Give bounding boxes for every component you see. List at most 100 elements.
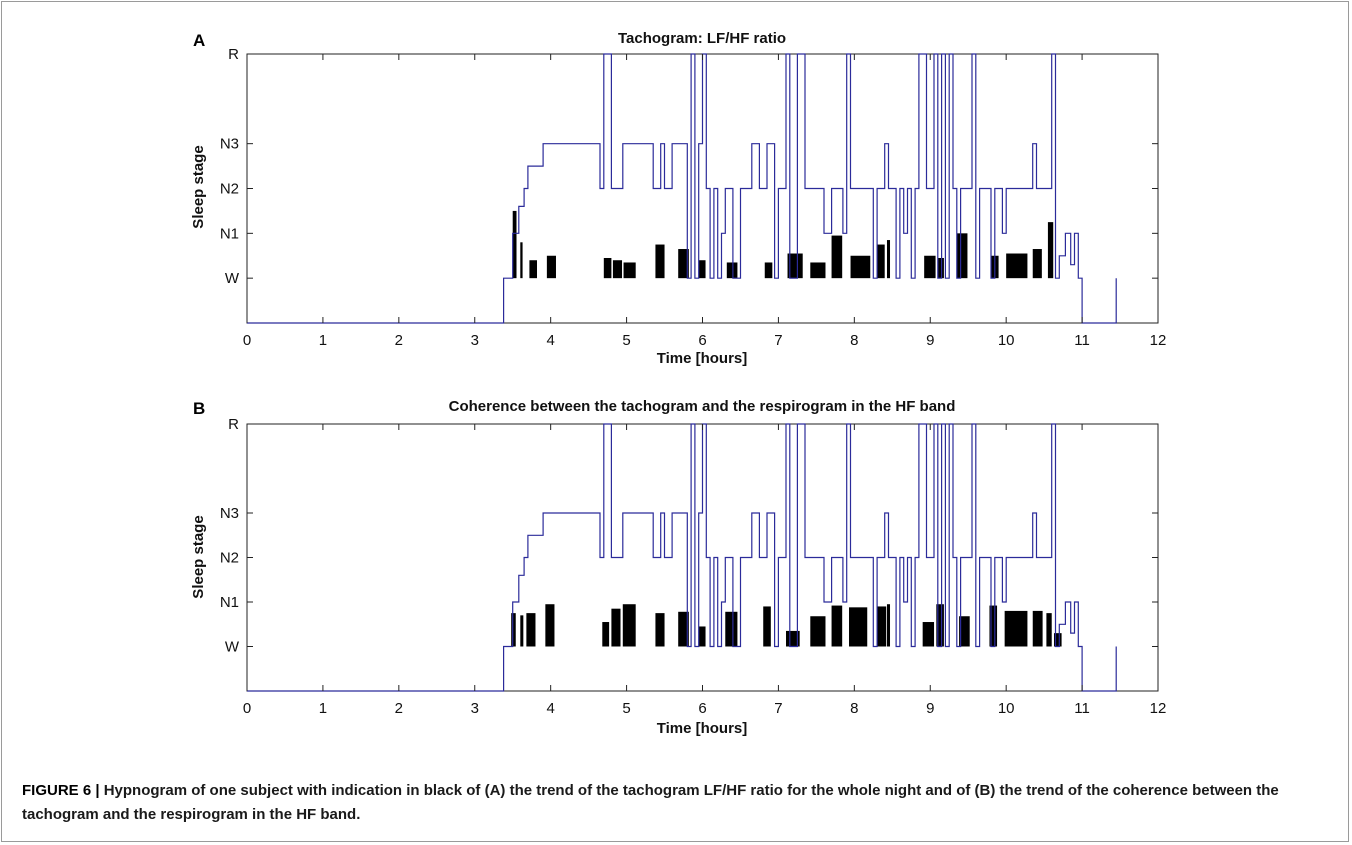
panel-b-bar-25 [1053,633,1062,647]
panel-b-xtick-label-0: 0 [243,700,251,717]
panel-b-bar-2 [526,613,536,647]
panel-a-bar-7 [655,244,665,279]
panel-a-xtick-label-9: 9 [926,332,934,349]
panel-a-bar-19 [937,257,944,279]
panel-b-title: Coherence between the tachogram and the … [449,398,956,415]
panel-b-xtick-label-5: 5 [622,700,630,717]
panel-b-xlabel: Time [hours] [657,720,748,737]
panel-b-bar-5 [611,608,621,647]
panel-a-bar-5 [612,260,623,279]
panel-b-hypnogram-line [247,423,1117,692]
panel-b-xtick-label-4: 4 [546,700,554,717]
panel-a-xtick-label-1: 1 [319,332,327,349]
panel-b-xtick-label-8: 8 [850,700,858,717]
panel-a-bar-10 [726,262,738,279]
panel-a-bar-17 [886,240,891,279]
panel-a-hypnogram-line [247,53,1117,324]
caption-label: FIGURE 6 | [22,782,100,799]
panel-a-bar-13 [810,262,826,279]
panel-a-ytick-label-W: W [225,270,240,287]
panel-a-bar-2 [529,260,538,279]
panel-b-ytick-label-N3: N3 [220,505,239,522]
panel-b-bar-6 [622,604,636,647]
panel-b-bar-17 [886,604,891,647]
panel-a-title: Tachogram: LF/HF ratio [618,30,786,47]
panel-a-bar-11 [764,262,773,279]
panel-b-xtick-label-2: 2 [395,700,403,717]
panel-a-bar-9 [698,260,706,279]
panel-b-bar-0 [511,613,516,647]
figure-caption: FIGURE 6 | Hypnogram of one subject with… [22,779,1322,827]
panel-b-ytick-label-N1: N1 [220,594,239,611]
panel-a-xtick-label-11: 11 [1074,332,1090,349]
panel-b-bar-1 [520,615,524,647]
panel-b-bar-18 [922,622,935,647]
panel-b-xtick-label-1: 1 [319,700,327,717]
panel-b-bar-11 [763,606,771,647]
panel-a-bar-8 [678,249,689,279]
panel-b-bar-8 [678,611,689,647]
panel-b-bar-4 [602,622,610,647]
panel-b-ylabel: Sleep stage [190,515,207,598]
panel-a-bar-0 [512,210,517,279]
panel-a-bar-12 [787,253,803,279]
panel-b-ytick-label-R: R [228,416,239,433]
panel-b-xtick-label-3: 3 [471,700,479,717]
panel-a-xtick-label-7: 7 [774,332,782,349]
panel-b-bar-24 [1046,613,1052,647]
panel-a-xtick-label-3: 3 [471,332,479,349]
panel-a-bar-18 [924,255,936,279]
panel-label-b: B [193,399,205,418]
panel-b-bar-3 [545,604,555,647]
panel-a-ytick-label-N3: N3 [220,136,239,153]
panel-a-bar-22 [1006,253,1028,279]
panel-b: B Coherence between the tachogram and th… [190,398,1166,737]
panel-b-ytick-label-N2: N2 [220,550,239,567]
panel-a: A Tachogram: LF/HF ratio Time [hours] Sl… [190,30,1166,367]
panel-b-bar-16 [877,606,887,647]
panel-b-bar-7 [655,613,665,647]
panel-a-xtick-label-10: 10 [998,332,1015,349]
panel-b-bar-19 [936,604,944,647]
panel-b-bar-21 [989,605,998,647]
panel-a-bar-14 [831,235,843,279]
panel-a-xtick-label-12: 12 [1150,332,1167,349]
panel-b-bar-10 [725,611,738,647]
panel-b-xtick-label-10: 10 [998,700,1015,717]
panel-a-ytick-label-R: R [228,46,239,63]
panel-a-bar-24 [1047,222,1054,279]
panel-b-bar-9 [698,626,706,647]
panel-b-bar-14 [831,605,843,647]
panel-a-xtick-label-6: 6 [698,332,706,349]
panel-b-xtick-label-12: 12 [1150,700,1167,717]
panel-a-bar-6 [623,262,636,279]
panel-a-ytick-label-N2: N2 [220,181,239,198]
panel-a-bar-3 [546,255,556,279]
panel-a-bar-16 [877,244,885,279]
panel-b-bar-15 [849,607,868,647]
panel-b-xtick-label-11: 11 [1074,700,1090,717]
panel-a-ylabel: Sleep stage [190,145,207,228]
panel-a-xtick-label-2: 2 [395,332,403,349]
panel-a-bar-1 [520,242,523,279]
panel-b-xtick-label-7: 7 [774,700,782,717]
panel-a-xtick-label-4: 4 [546,332,554,349]
panel-b-ytick-label-W: W [225,639,240,656]
panel-a-xtick-label-5: 5 [622,332,630,349]
panel-a-xlabel: Time [hours] [657,350,748,367]
panel-a-xtick-label-0: 0 [243,332,251,349]
panel-b-bar-23 [1032,610,1043,647]
caption-text: Hypnogram of one subject with indication… [22,782,1279,823]
panel-a-bar-23 [1032,249,1042,279]
panel-b-bar-13 [810,616,826,647]
panel-b-xtick-label-9: 9 [926,700,934,717]
panel-b-xtick-label-6: 6 [698,700,706,717]
panel-b-bar-22 [1004,610,1028,647]
panel-a-bar-20 [956,233,968,279]
panel-a-bar-4 [603,257,612,279]
panel-a-xtick-label-8: 8 [850,332,858,349]
panel-b-bar-20 [959,616,970,647]
panel-label-a: A [193,31,205,50]
